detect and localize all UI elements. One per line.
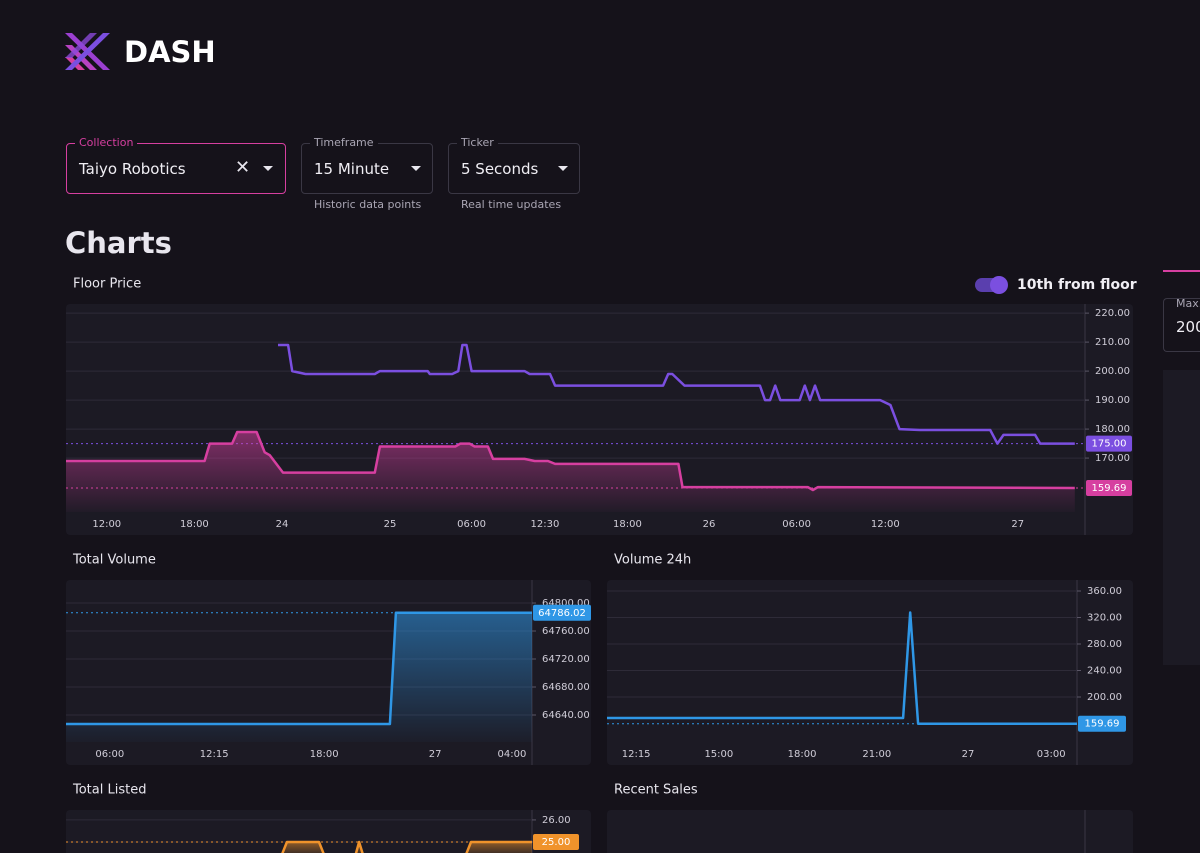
chart-title: Recent Sales bbox=[614, 783, 698, 798]
x-tick-label: 06:00 bbox=[457, 519, 486, 530]
price-tag bbox=[533, 604, 591, 621]
dropdown-caret bbox=[411, 166, 421, 171]
collection-select[interactable]: Collection Taiyo Robotics ✕ bbox=[66, 136, 286, 194]
x-tick-label: 12:15 bbox=[622, 749, 651, 760]
price-tag bbox=[533, 833, 579, 850]
x-tick-label: 26 bbox=[703, 519, 716, 530]
toggle-label: 10th from floor bbox=[1017, 277, 1137, 293]
field-label: Ticker bbox=[457, 136, 498, 150]
y-tick-label: 26.00 bbox=[542, 815, 571, 826]
clear-button[interactable]: ✕ bbox=[235, 157, 251, 178]
y-tick-label: 64800.00 bbox=[542, 598, 590, 609]
max-input[interactable]: Max. 200 bbox=[1163, 298, 1200, 352]
price-tag-label: 159.69 bbox=[1092, 483, 1127, 494]
series-line bbox=[66, 430, 1075, 492]
brand: DASH bbox=[124, 35, 216, 69]
field-label: Max. bbox=[1176, 298, 1200, 310]
y-tick-label: 64680.00 bbox=[542, 682, 590, 693]
x-tick-label: 18:00 bbox=[310, 749, 339, 760]
series-line bbox=[607, 611, 1077, 725]
x-tick-label: 18:00 bbox=[788, 749, 817, 760]
price-tag bbox=[1086, 479, 1132, 496]
price-tag bbox=[1078, 715, 1126, 732]
chart-panel bbox=[607, 580, 1133, 765]
y-tick-label: 64640.00 bbox=[542, 710, 590, 721]
x-tick-label: 12:30 bbox=[531, 519, 560, 530]
dropdown-caret bbox=[263, 166, 273, 171]
x-tick-label: 15:00 bbox=[704, 749, 733, 760]
y-tick-label: 64760.00 bbox=[542, 626, 590, 637]
y-tick-label: 280.00 bbox=[1087, 639, 1122, 650]
toggle[interactable] bbox=[975, 276, 1008, 294]
x-tick-label: 25 bbox=[384, 519, 397, 530]
x-tick-label: 06:00 bbox=[782, 519, 811, 530]
x-tick-label: 12:00 bbox=[871, 519, 900, 530]
chart-title: Total Volume bbox=[72, 553, 156, 568]
x-tick-label: 04:00 bbox=[498, 749, 527, 760]
y-tick-label: 200.00 bbox=[1087, 692, 1122, 703]
y-tick-label: 64720.00 bbox=[542, 654, 590, 665]
y-tick-label: 180.00 bbox=[1095, 424, 1130, 435]
y-tick-label: 360.00 bbox=[1087, 586, 1122, 597]
x-tick-label: 27 bbox=[429, 749, 442, 760]
series-line bbox=[278, 343, 1075, 445]
chart-title: Total Listed bbox=[72, 783, 146, 798]
timeframe-select[interactable]: Timeframe 15 Minute bbox=[301, 136, 433, 194]
ticker-select[interactable]: Ticker 5 Seconds bbox=[448, 136, 580, 194]
y-tick-label: 170.00 bbox=[1095, 453, 1130, 464]
field-label: Timeframe bbox=[310, 136, 378, 150]
field-helper: Historic data points bbox=[314, 198, 422, 211]
section-title: Charts bbox=[65, 226, 172, 260]
price-tag-label: 159.69 bbox=[1085, 719, 1120, 730]
field-value: 5 Seconds bbox=[461, 160, 539, 178]
chart-title: Floor Price bbox=[73, 277, 141, 292]
x-tick-label: 12:00 bbox=[92, 519, 121, 530]
x-tick-label: 03:00 bbox=[1037, 749, 1066, 760]
price-tag-label: 175.00 bbox=[1092, 439, 1127, 450]
field-value: 200 bbox=[1176, 318, 1200, 336]
x-tick-label: 27 bbox=[1011, 519, 1024, 530]
price-tag-label: 25.00 bbox=[542, 837, 571, 848]
area-fill bbox=[66, 612, 532, 742]
area-fill bbox=[66, 432, 1075, 512]
y-tick-label: 200.00 bbox=[1095, 366, 1130, 377]
price-tag-label: 64786.02 bbox=[538, 608, 586, 619]
y-tick-label: 210.00 bbox=[1095, 337, 1130, 348]
x-tick-label: 12:15 bbox=[200, 749, 229, 760]
field-value: 15 Minute bbox=[314, 160, 390, 178]
price-tag bbox=[1086, 435, 1132, 452]
side-panel bbox=[1163, 370, 1200, 665]
field-label: Collection bbox=[75, 136, 138, 150]
x-tick-label: 27 bbox=[962, 749, 975, 760]
y-tick-label: 190.00 bbox=[1095, 395, 1130, 406]
dropdown-caret bbox=[558, 166, 568, 171]
chart-title: Volume 24h bbox=[614, 553, 691, 568]
series-line bbox=[281, 840, 532, 853]
x-tick-label: 06:00 bbox=[95, 749, 124, 760]
y-tick-label: 220.00 bbox=[1095, 308, 1130, 319]
y-tick-label: 240.00 bbox=[1087, 666, 1122, 677]
chart-panel bbox=[607, 810, 1133, 853]
y-tick-label: 320.00 bbox=[1087, 613, 1122, 624]
series-line bbox=[66, 611, 532, 726]
area-fill bbox=[66, 842, 532, 853]
x-tick-label: 18:00 bbox=[613, 519, 642, 530]
field-value: Taiyo Robotics bbox=[79, 160, 186, 178]
field-helper: Real time updates bbox=[461, 198, 562, 211]
x-tick-label: 24 bbox=[276, 519, 289, 530]
x-tick-label: 21:00 bbox=[862, 749, 891, 760]
x-tick-label: 18:00 bbox=[180, 519, 209, 530]
logo bbox=[65, 33, 110, 70]
